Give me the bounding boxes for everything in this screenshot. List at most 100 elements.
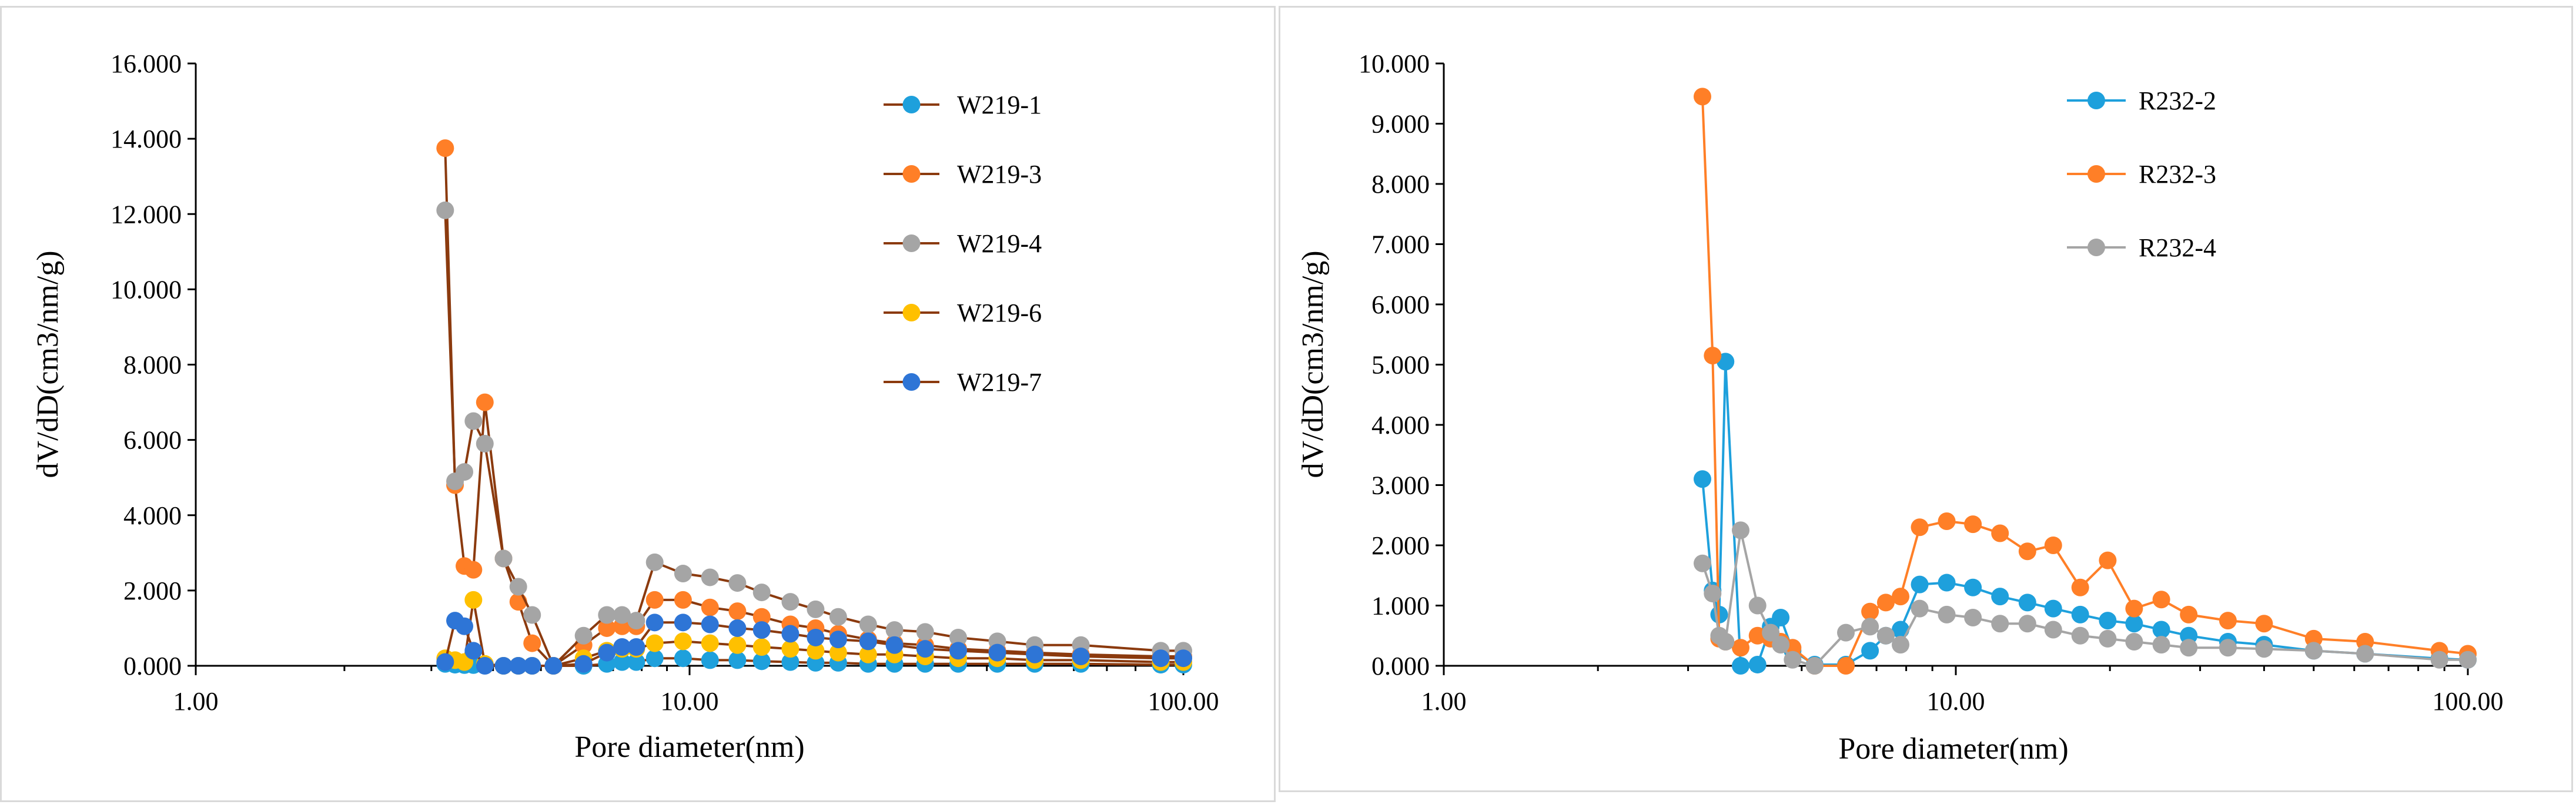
left-y-tick-label: 4.000 (123, 501, 182, 530)
left-data-point (456, 463, 474, 481)
left-data-point (728, 602, 747, 621)
left-y-tick-label: 6.000 (123, 426, 182, 455)
right-data-point (2018, 594, 2036, 612)
right-y-tick-label: 5.000 (1371, 351, 1430, 380)
right-data-point (2071, 626, 2089, 645)
right-data-point (1772, 609, 1790, 626)
chart-left: 0.000 2.000 4.000 6.000 8.000 10.000 12.000 14.… (31, 49, 1219, 764)
right-data-point (1717, 633, 1735, 651)
right-data-point (1762, 623, 1780, 642)
right-data-point (2018, 542, 2036, 561)
left-data-point (781, 640, 799, 658)
left-data-point (464, 591, 483, 609)
right-data-point (1837, 657, 1855, 675)
left-data-point (674, 591, 692, 609)
right-y-tick-label: 7.000 (1371, 230, 1430, 259)
right-legend-item: R232-2 (2067, 86, 2216, 115)
left-data-point (464, 642, 483, 660)
right-series-R232-2 (1693, 353, 2477, 675)
right-data-point (1731, 521, 1749, 539)
left-data-point (544, 657, 563, 675)
left-data-point (645, 649, 664, 668)
right-y-tick-label: 3.000 (1371, 471, 1430, 500)
right-x-tick-label: 100.00 (2433, 687, 2504, 716)
left-data-point (752, 608, 771, 626)
right-data-point (2044, 537, 2062, 554)
right-data-point (1693, 470, 1711, 488)
left-data-point (752, 638, 771, 656)
right-legend-marker (2087, 92, 2105, 109)
left-data-point (613, 638, 631, 656)
left-x-tick-label: 10.00 (661, 687, 719, 716)
left-data-point (701, 568, 719, 586)
right-data-point (1938, 512, 1956, 530)
left-data-point (613, 653, 631, 671)
right-legend-label: R232-3 (2139, 160, 2216, 189)
right-data-point (2152, 636, 2170, 654)
right-data-point (1748, 655, 1767, 673)
right-data-point (1837, 623, 1855, 642)
left-legend-item: W219-3 (884, 160, 1042, 189)
left-data-point (509, 657, 527, 675)
right-data-point (1964, 609, 1982, 626)
right-data-point (1772, 636, 1790, 654)
right-data-point (2018, 615, 2036, 633)
chart-right: 0.000 1.000 2.000 3.000 4.000 5.000 6.000 7.000… (1296, 49, 2504, 766)
right-data-point (1991, 588, 2009, 606)
left-y-tick-label: 16.000 (111, 49, 182, 78)
right-data-point (1731, 657, 1749, 675)
left-data-point (613, 606, 631, 624)
left-data-point (752, 584, 771, 602)
right-x-tick-label: 1.00 (1421, 687, 1467, 716)
left-data-point (829, 631, 847, 649)
right-y-tick-label: 1.000 (1371, 592, 1430, 621)
left-data-point (674, 649, 692, 668)
right-data-point (2125, 615, 2143, 633)
right-legend-label: R232-4 (2139, 233, 2216, 262)
left-data-point (645, 613, 664, 632)
left-y-tick-label: 12.000 (111, 200, 182, 229)
right-data-point (1911, 599, 1929, 618)
left-data-point (829, 608, 847, 626)
right-legend-item: R232-3 (2067, 160, 2216, 189)
right-data-point (2304, 642, 2323, 660)
left-data-point (807, 600, 825, 618)
left-data-point (645, 634, 664, 652)
left-data-point (859, 645, 877, 663)
right-data-point (2125, 599, 2143, 618)
right-data-point (2099, 629, 2117, 648)
left-data-point (949, 628, 968, 646)
left-y-tick-label: 8.000 (123, 351, 182, 380)
right-y-tick-label: 6.000 (1371, 290, 1430, 319)
left-data-point (627, 653, 645, 671)
left-legend-item: W219-6 (884, 299, 1042, 327)
left-data-point (598, 606, 616, 624)
right-data-point (1964, 515, 1982, 534)
left-data-point (523, 634, 541, 652)
left-data-point (598, 643, 616, 662)
left-data-point (523, 606, 541, 624)
right-data-point (1704, 585, 1722, 602)
left-legend-label: W219-7 (957, 368, 1042, 397)
right-data-point (1805, 657, 1824, 675)
left-data-point (494, 549, 513, 568)
right-data-point (1748, 626, 1767, 645)
left-legend-label: W219-6 (957, 299, 1042, 327)
right-data-point (1876, 626, 1895, 645)
left-data-point (781, 653, 799, 671)
left-data-point (523, 657, 541, 675)
left-series-line (444, 148, 1183, 668)
right-data-point (1731, 639, 1749, 657)
left-x-tick-label: 1.00 (173, 687, 219, 716)
left-data-point (464, 561, 483, 579)
left-data-point (574, 626, 593, 645)
left-legend-marker (902, 96, 921, 113)
right-series-R232-4 (1693, 521, 2477, 675)
right-data-point (2219, 612, 2237, 630)
left-y-tick-label: 14.000 (111, 125, 182, 153)
left-data-point (1072, 647, 1090, 665)
right-legend-item: R232-4 (2067, 233, 2216, 262)
right-data-point (2430, 651, 2448, 669)
right-y-tick-label: 10.000 (1359, 49, 1430, 78)
left-data-point (1175, 649, 1192, 668)
